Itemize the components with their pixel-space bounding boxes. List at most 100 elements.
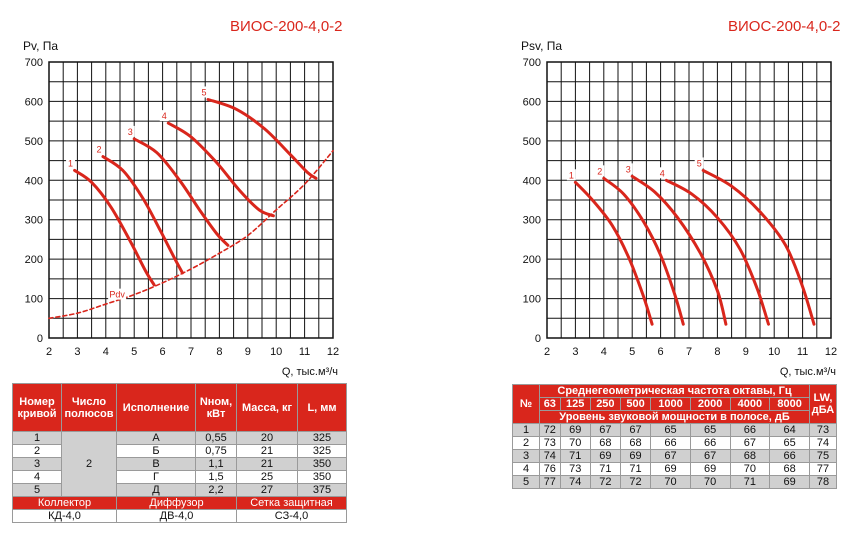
cell-level: 67 — [729, 436, 771, 450]
x-tick-label: 2 — [544, 346, 550, 358]
x-tick-label: 8 — [216, 346, 222, 358]
cell-level: 69 — [559, 423, 591, 437]
grid — [546, 61, 832, 339]
table-row: 3 74 71 69 69 67 67 68 66 75 — [512, 449, 837, 463]
cell-level: 68 — [589, 436, 621, 450]
fan-spec-table: Номер кривой Число полюсов Исполнение Nн… — [12, 383, 347, 523]
cell-lw: 74 — [809, 436, 837, 450]
cell-num: 4 — [12, 470, 62, 484]
cell-mass: 20 — [236, 431, 298, 445]
table-row: 5 77 74 72 72 70 70 71 69 78 — [512, 475, 837, 489]
y-tick-label: 400 — [25, 175, 43, 187]
cell-power: 1,1 — [195, 457, 237, 471]
curve-label: 2 — [597, 166, 602, 176]
cell-level: 69 — [650, 462, 691, 476]
fan-curve-2 — [101, 155, 184, 275]
curve-label-bg — [125, 125, 135, 137]
cell-lw: 73 — [809, 423, 837, 437]
cell-version: А — [116, 431, 196, 445]
x-tick-label: 10 — [270, 346, 282, 358]
plot-frame — [546, 61, 832, 339]
y-tick-label: 600 — [25, 96, 43, 108]
cell-level: 69 — [619, 449, 652, 463]
y-tick-label: 100 — [523, 294, 541, 306]
cell-level: 69 — [769, 475, 810, 489]
curve-label: 3 — [128, 127, 133, 137]
cell-level: 66 — [689, 436, 731, 450]
cell-level: 67 — [650, 449, 691, 463]
cell-level: 72 — [539, 423, 561, 437]
col-curve-number: Номер кривой — [12, 383, 62, 432]
freq-63: 63 — [539, 397, 561, 411]
cell-level: 70 — [729, 462, 771, 476]
cell-level: 77 — [539, 475, 561, 489]
cell-level: 65 — [769, 436, 810, 450]
table-row: 2 73 70 68 68 66 66 67 65 74 — [512, 436, 837, 450]
cell-mass: 21 — [236, 457, 298, 471]
cell-num: 5 — [512, 475, 540, 489]
cell-mass: 25 — [236, 470, 298, 484]
cell-level: 70 — [650, 475, 691, 489]
curve-label: 5 — [697, 158, 702, 168]
fan-curve-4 — [166, 121, 275, 218]
cell-level: 72 — [589, 475, 621, 489]
col-poles: Число полюсов — [61, 383, 117, 432]
curve-label: 5 — [202, 87, 207, 97]
cell-level: 73 — [559, 462, 591, 476]
cell-level: 65 — [650, 423, 691, 437]
x-tick-label: 8 — [714, 346, 720, 358]
cell-level: 69 — [689, 462, 731, 476]
x-tick-label: 4 — [103, 346, 109, 358]
cell-num: 3 — [12, 457, 62, 471]
col-length: L, мм — [297, 383, 347, 432]
cell-power: 1,5 — [195, 470, 237, 484]
x-axis-title: Q, тыс.м³/ч — [780, 366, 836, 378]
cell-num: 1 — [512, 423, 540, 437]
cell-mass: 21 — [236, 444, 298, 458]
cell-level: 69 — [589, 449, 621, 463]
x-tick-label: 6 — [658, 346, 664, 358]
y-tick-label: 200 — [25, 254, 43, 266]
cell-level: 65 — [689, 423, 731, 437]
curve-label: Pdv — [109, 290, 125, 300]
x-tick-label: 6 — [160, 346, 166, 358]
col-mass: Масса, кг — [236, 383, 298, 432]
col-version: Исполнение — [116, 383, 196, 432]
freq-8000: 8000 — [769, 397, 810, 411]
y-tick-label: 400 — [523, 175, 541, 187]
cell-num: 4 — [512, 462, 540, 476]
col-power: Nном, кВт — [195, 383, 237, 432]
x-tick-label: 2 — [46, 346, 52, 358]
fan-curve-5 — [701, 168, 816, 326]
cell-level: 74 — [559, 475, 591, 489]
cell-level: 67 — [619, 423, 652, 437]
sound-power-table: № Среднегеометрическая частота октавы, Г… — [512, 384, 837, 489]
fan-curve-1 — [73, 168, 156, 287]
cell-lw: 78 — [809, 475, 837, 489]
cell-level: 67 — [689, 449, 731, 463]
cell-mass: 27 — [236, 483, 298, 497]
col-number: № — [512, 384, 540, 424]
freq-4000: 4000 — [729, 397, 771, 411]
label-collector: Коллектор — [12, 496, 117, 510]
x-tick-label: 9 — [245, 346, 251, 358]
value-guard: СЗ-4,0 — [236, 509, 347, 523]
fan-curve-5 — [206, 98, 318, 180]
cell-length: 325 — [297, 431, 347, 445]
curve-label: 3 — [626, 164, 631, 174]
x-tick-label: 11 — [299, 346, 310, 358]
cell-num: 1 — [12, 431, 62, 445]
cell-num: 3 — [512, 449, 540, 463]
grid — [48, 61, 334, 339]
cell-level: 73 — [539, 436, 561, 450]
cell-level: 66 — [650, 436, 691, 450]
cell-level: 64 — [769, 423, 810, 437]
curve-label-bg — [623, 163, 633, 175]
freq-1000: 1000 — [650, 397, 691, 411]
dynamic-pressure-curve — [48, 149, 334, 320]
y-tick-label: 0 — [37, 333, 43, 345]
cell-level: 70 — [689, 475, 731, 489]
y-axis-title: Psv, Па — [521, 39, 562, 53]
